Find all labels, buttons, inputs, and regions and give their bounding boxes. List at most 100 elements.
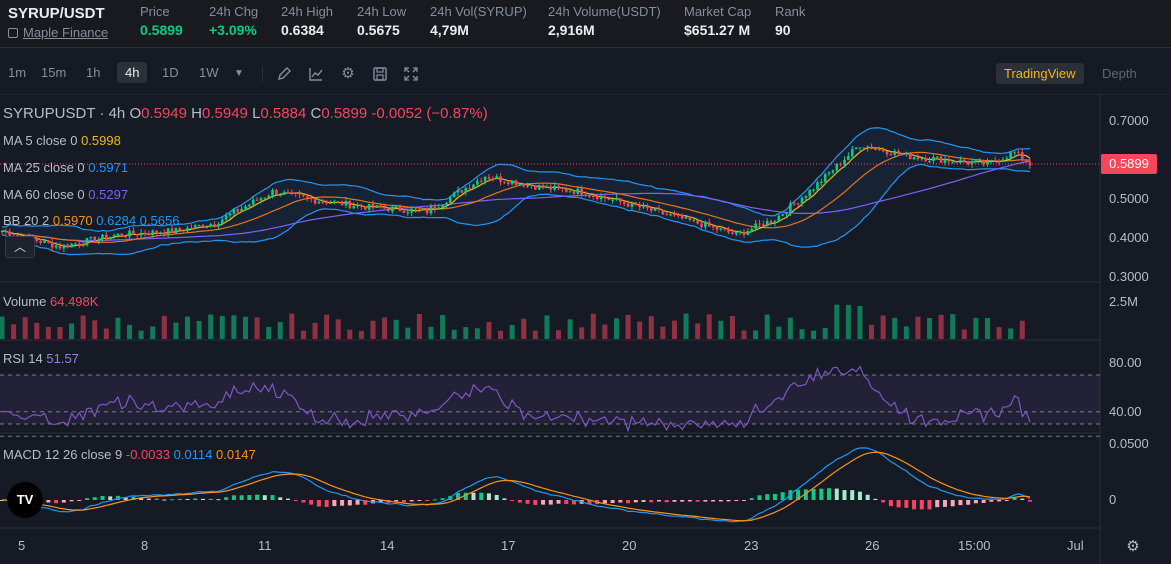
volume-bar (173, 322, 179, 339)
candle-body (128, 230, 131, 237)
tradingview-logo[interactable]: TV (7, 482, 43, 518)
candle-body (132, 230, 135, 235)
timeframe-1d[interactable]: 1D (162, 65, 179, 80)
volume-bar (242, 316, 248, 339)
candle-body (835, 163, 839, 171)
macd-histogram-bar (680, 500, 685, 502)
candle-body (847, 155, 850, 161)
candle-body (723, 228, 726, 230)
bb-mid-value: 0.5970 (52, 213, 93, 228)
candle-body (317, 201, 321, 204)
macd-histogram-bar (958, 500, 963, 506)
candle-body (329, 202, 332, 204)
caret-down-icon[interactable]: ▼ (234, 68, 244, 79)
candle-body (190, 227, 193, 229)
candle-body (356, 205, 359, 207)
macd-histogram-bar (989, 500, 994, 502)
macd-histogram-bar (927, 500, 932, 510)
macd-histogram-bar (301, 500, 306, 503)
candle-body (0, 230, 4, 232)
macd-histogram-bar (208, 498, 213, 500)
x-tick: 14 (380, 538, 395, 553)
volume-label: Volume (3, 294, 47, 309)
candle-body (321, 201, 325, 203)
candle-body (108, 236, 112, 240)
rsi-tick: 40.00 (1109, 404, 1142, 419)
pair-name: SYRUP/USDT (8, 5, 105, 22)
collapse-legend-button[interactable]: ︿ (5, 236, 35, 258)
candle-body (1009, 152, 1012, 159)
candle-body (734, 232, 738, 235)
x-tick: 15:00 (958, 538, 991, 553)
macd-histogram-bar (564, 500, 569, 505)
candle-body (881, 149, 885, 152)
macd-histogram-bar (796, 489, 801, 500)
candle-body (955, 161, 958, 163)
candle-body (615, 198, 618, 200)
tradingview-tab[interactable]: TradingView (996, 63, 1084, 84)
candle-body (8, 231, 12, 236)
macd-hist-value: -0.0033 (125, 447, 170, 462)
candle-body (646, 205, 649, 209)
indicator-icon[interactable] (306, 64, 326, 84)
candle-body (170, 228, 174, 234)
fullscreen-icon[interactable] (401, 64, 421, 84)
macd-histogram-bar (401, 500, 406, 503)
candle-body (642, 205, 645, 208)
macd-histogram-bar (409, 500, 414, 502)
candle-body (943, 159, 947, 163)
volume-bar (845, 304, 851, 339)
candle-body (905, 152, 908, 155)
macd-histogram-bar (247, 495, 252, 500)
project-link[interactable]: Maple Finance (8, 25, 108, 40)
timeframe-4h[interactable]: 4h (117, 62, 148, 83)
candle-body (711, 226, 715, 228)
volume-bar (753, 330, 759, 339)
macd-histogram-bar (749, 498, 754, 500)
candle-body (1013, 151, 1016, 153)
volume-bar (660, 326, 666, 339)
bb-lower-value: 0.5656 (139, 213, 180, 228)
macd-histogram-bar (154, 498, 159, 500)
volume-bar (312, 322, 318, 339)
candle-body (348, 200, 352, 209)
candle-body (441, 204, 444, 208)
candle-body (978, 160, 982, 162)
gear-icon[interactable]: ⚙ (1126, 538, 1140, 555)
stat-value: 2,916M (548, 22, 595, 38)
timeframe-1m[interactable]: 1m (8, 65, 27, 80)
candle-body (993, 160, 997, 162)
timeframe-15m[interactable]: 15m (41, 65, 67, 80)
candle-body (684, 216, 688, 219)
macd-histogram-bar (471, 492, 476, 500)
macd-histogram-bar (216, 499, 221, 501)
macd-legend: MACD 12 26 close 9 -0.0033 0.0114 0.0147 (3, 447, 256, 462)
candle-body (622, 201, 626, 204)
stat-rank: Rank 90 (775, 4, 805, 38)
save-icon[interactable] (370, 64, 390, 84)
candle-body (831, 170, 835, 173)
candle-body (306, 196, 309, 198)
volume-bar (567, 319, 573, 339)
candle-body (908, 152, 912, 160)
gear-icon[interactable]: ⚙ (341, 65, 355, 82)
candle-body (425, 208, 429, 214)
candle-body (897, 150, 900, 154)
current-price-tag: 0.5899 (1101, 154, 1157, 174)
depth-tab[interactable]: Depth (1102, 66, 1137, 81)
macd-histogram-bar (950, 500, 955, 507)
timeframe-1w[interactable]: 1W (199, 65, 219, 80)
volume-value: 64.498K (50, 294, 99, 309)
candle-body (773, 221, 777, 224)
candle-body (727, 229, 730, 233)
chart-canvas[interactable] (0, 94, 1171, 564)
candle-body (549, 186, 553, 190)
volume-bar (289, 313, 295, 339)
pencil-icon[interactable] (274, 64, 294, 84)
candle-body (580, 188, 583, 195)
candle-body (804, 196, 808, 198)
candle-body (255, 199, 259, 201)
macd-histogram-bar (177, 498, 182, 500)
volume-bar (996, 327, 1002, 339)
timeframe-1h[interactable]: 1h (86, 65, 101, 80)
